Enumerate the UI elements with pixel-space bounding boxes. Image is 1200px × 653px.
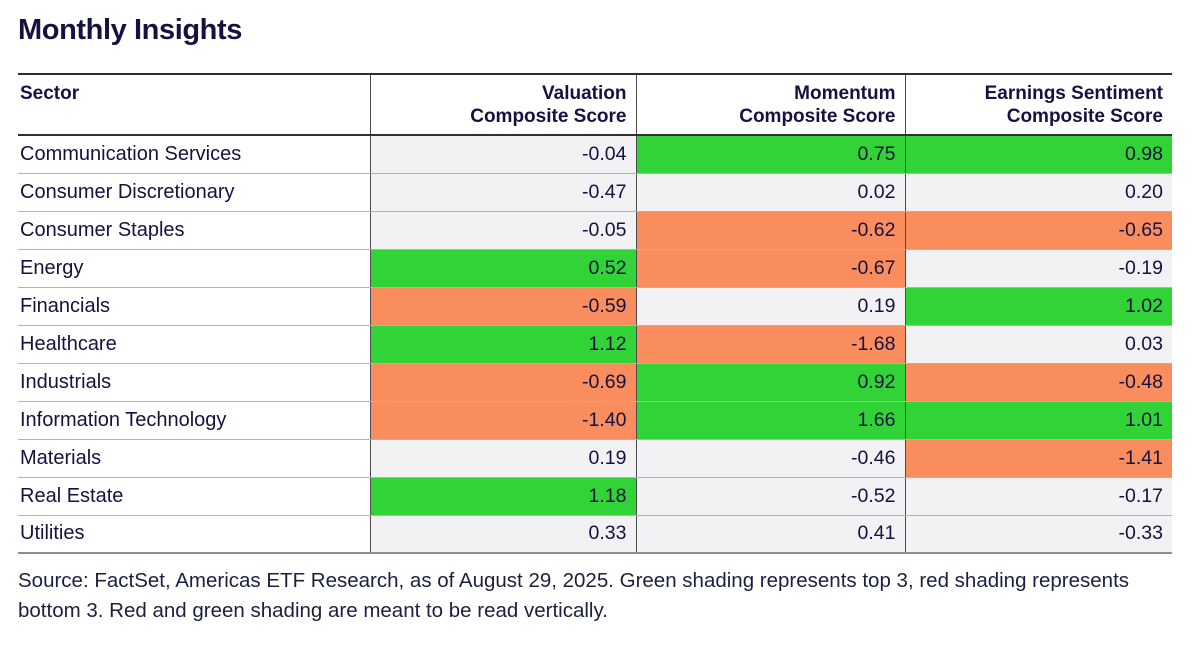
score-cell: -0.47 (369, 173, 636, 212)
score-cell: 1.02 (904, 287, 1172, 326)
score-cell: -0.69 (369, 363, 636, 402)
score-cell: 0.41 (635, 515, 905, 554)
table-row: Information Technology -1.40 1.66 1.01 (18, 401, 1172, 440)
score-cell: -0.62 (635, 211, 905, 250)
score-cell: -1.68 (635, 325, 905, 364)
score-cell: -1.40 (369, 401, 636, 440)
score-cell: 0.33 (369, 515, 636, 554)
column-header-sector: Sector (18, 73, 370, 136)
table-row: Financials -0.59 0.19 1.02 (18, 287, 1172, 326)
score-cell: 0.75 (635, 135, 905, 174)
score-cell: -0.67 (635, 249, 905, 288)
score-cell: 0.02 (635, 173, 905, 212)
score-cell: 0.19 (369, 439, 636, 478)
score-cell: 1.12 (369, 325, 636, 364)
column-header-earnings-sentiment: Earnings Sentiment Composite Score (904, 73, 1172, 136)
score-cell: -0.19 (904, 249, 1172, 288)
table-row: Consumer Discretionary -0.47 0.02 0.20 (18, 173, 1172, 212)
column-header-momentum-line2: Composite Score (739, 106, 896, 127)
column-header-valuation: Valuation Composite Score (369, 73, 636, 136)
table-row: Industrials -0.69 0.92 -0.48 (18, 363, 1172, 402)
score-cell: -0.33 (904, 515, 1172, 554)
sector-name: Consumer Staples (18, 211, 370, 250)
score-cell: -0.04 (369, 135, 636, 174)
score-cell: 0.19 (635, 287, 905, 326)
column-header-momentum: Momentum Composite Score (635, 73, 905, 136)
column-header-earnings-sentiment-line1: Earnings Sentiment (984, 83, 1163, 104)
source-note: Source: FactSet, Americas ETF Research, … (18, 569, 1130, 622)
score-cell: -0.48 (904, 363, 1172, 402)
column-header-sector-label: Sector (20, 83, 80, 104)
score-cell: -0.05 (369, 211, 636, 250)
column-header-valuation-line1: Valuation (542, 83, 627, 104)
page-title: Monthly Insights (18, 14, 242, 46)
sector-name: Healthcare (18, 325, 370, 364)
sector-scores-table: Sector Valuation Composite Score Momentu… (18, 73, 1172, 554)
score-cell: 0.20 (904, 173, 1172, 212)
sector-name: Industrials (18, 363, 370, 402)
score-cell: 0.52 (369, 249, 636, 288)
score-cell: 1.18 (369, 477, 636, 516)
sector-name: Materials (18, 439, 370, 478)
table-row: Real Estate 1.18 -0.52 -0.17 (18, 477, 1172, 516)
score-cell: 1.66 (635, 401, 905, 440)
score-cell: -0.65 (904, 211, 1172, 250)
table-row: Communication Services -0.04 0.75 0.98 (18, 135, 1172, 174)
table-row: Healthcare 1.12 -1.68 0.03 (18, 325, 1172, 364)
table-row: Materials 0.19 -0.46 -1.41 (18, 439, 1172, 478)
sector-name: Communication Services (18, 135, 370, 174)
table-row: Energy 0.52 -0.67 -0.19 (18, 249, 1172, 288)
score-cell: 1.01 (904, 401, 1172, 440)
sector-name: Real Estate (18, 477, 370, 516)
sector-name: Information Technology (18, 401, 370, 440)
score-cell: 0.92 (635, 363, 905, 402)
header-row: Sector Valuation Composite Score Momentu… (18, 73, 1172, 136)
score-cell: 0.03 (904, 325, 1172, 364)
score-cell: -0.17 (904, 477, 1172, 516)
score-cell: -1.41 (904, 439, 1172, 478)
sector-name: Energy (18, 249, 370, 288)
score-cell: -0.59 (369, 287, 636, 326)
sector-name: Utilities (18, 515, 370, 554)
table-header: Sector Valuation Composite Score Momentu… (18, 73, 1172, 136)
score-cell: 0.98 (904, 135, 1172, 174)
column-header-valuation-line2: Composite Score (470, 106, 627, 127)
table-body: Communication Services -0.04 0.75 0.98 Consu… (18, 135, 1172, 554)
score-cell: -0.46 (635, 439, 905, 478)
sector-name: Consumer Discretionary (18, 173, 370, 212)
table-row: Consumer Staples -0.05 -0.62 -0.65 (18, 211, 1172, 250)
column-header-momentum-line1: Momentum (794, 83, 896, 104)
table-row: Utilities 0.33 0.41 -0.33 (18, 515, 1172, 554)
column-header-earnings-sentiment-line2: Composite Score (1006, 106, 1163, 127)
sector-name: Financials (18, 287, 370, 326)
score-cell: -0.52 (635, 477, 905, 516)
